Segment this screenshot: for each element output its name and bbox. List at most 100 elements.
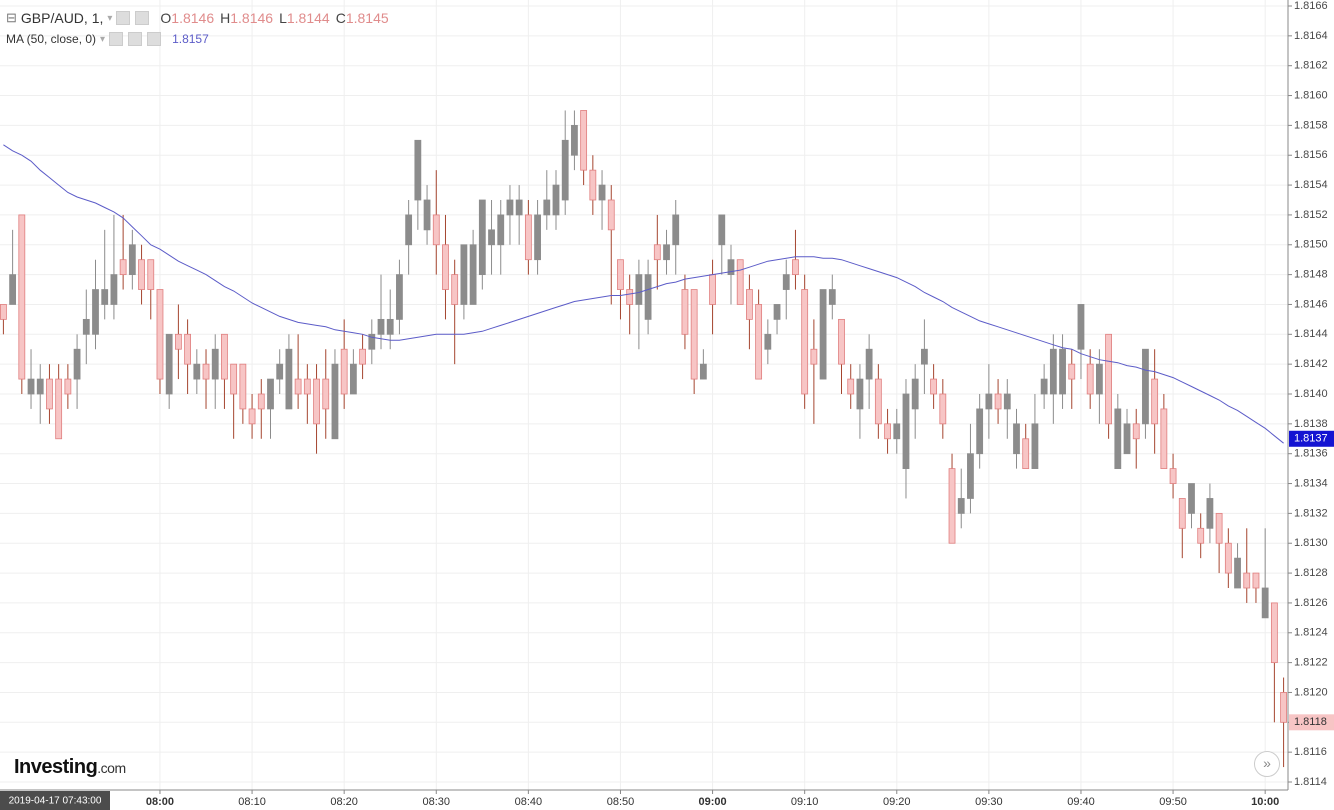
- candle-body: [921, 348, 928, 365]
- y-tick-label: 1.8122: [1294, 657, 1328, 669]
- candle-body: [1224, 542, 1232, 574]
- candle-body: [948, 468, 956, 544]
- candle-body: [1095, 363, 1103, 395]
- candle-body: [782, 274, 790, 290]
- dropdown[interactable]: ▾: [107, 12, 113, 24]
- eye-icon[interactable]: [116, 11, 131, 25]
- crosshair-time: 2019-04-17 07:43:00: [9, 796, 102, 807]
- candle-body: [939, 393, 947, 425]
- candle-body: [184, 333, 192, 365]
- candle-body: [174, 333, 182, 350]
- candle-body: [469, 244, 477, 305]
- ohlc-key: L: [279, 10, 287, 26]
- candle-body: [653, 244, 661, 261]
- candle-body: [580, 110, 588, 171]
- ohlc-key: O: [160, 10, 172, 26]
- settings-icon[interactable]: [128, 32, 143, 46]
- candle-body: [248, 408, 256, 425]
- moving-average: [3, 144, 1284, 444]
- candle-body: [773, 304, 781, 320]
- y-tick-label: 1.8160: [1294, 89, 1328, 101]
- candle-body: [377, 318, 385, 335]
- collapse-icon[interactable]: ⊟: [6, 10, 17, 25]
- ohlc-key: H: [220, 10, 231, 26]
- x-tick-label: 08:20: [330, 796, 358, 808]
- candle-body: [1123, 423, 1131, 455]
- y-tick-label: 1.8162: [1294, 60, 1328, 72]
- candle-body: [211, 348, 219, 380]
- candle-body: [571, 124, 578, 156]
- candle-body: [635, 274, 643, 305]
- candle-body: [1234, 557, 1241, 589]
- candle-body: [1077, 304, 1085, 350]
- x-tick-label: 09:20: [883, 796, 911, 808]
- candle-body: [230, 363, 238, 395]
- candle-body: [1151, 378, 1159, 425]
- close-icon[interactable]: [147, 32, 162, 46]
- y-tick-label: 1.8150: [1294, 239, 1328, 251]
- candle-body: [478, 199, 486, 276]
- ohlc-value: 1.8144: [286, 10, 330, 26]
- candle-body: [1160, 408, 1168, 470]
- candle-body: [1215, 512, 1223, 544]
- candle-body: [534, 214, 541, 261]
- candle-body: [718, 214, 726, 246]
- price-marker: [1289, 714, 1334, 731]
- x-tick-label: 09:00: [698, 796, 726, 808]
- y-tick-label: 1.8144: [1294, 328, 1328, 340]
- candle-body: [294, 378, 302, 395]
- symbol: GBP/AUD, 1,: [20, 10, 104, 26]
- candle-body: [810, 348, 818, 365]
- dropdown[interactable]: ▾: [100, 33, 106, 45]
- candle-body: [340, 348, 348, 395]
- candle-body: [55, 378, 63, 440]
- y-tick-label: 1.8114: [1294, 776, 1327, 788]
- x-tick-label: 08:40: [515, 796, 543, 808]
- candle-body: [626, 289, 634, 305]
- candle-body: [838, 318, 845, 365]
- candle-body: [257, 393, 265, 410]
- candle-body: [524, 214, 532, 261]
- candle-body: [617, 259, 624, 290]
- y-tick-label: 1.8146: [1294, 298, 1328, 310]
- candle-body: [709, 274, 716, 305]
- candle-body: [957, 498, 965, 514]
- x-tick-label: 08:50: [607, 796, 635, 808]
- candle-body: [856, 378, 864, 410]
- y-tick-label: 1.8158: [1294, 119, 1328, 131]
- candle-body: [1068, 363, 1076, 380]
- settings-icon[interactable]: [135, 11, 150, 25]
- candle-body: [442, 244, 449, 290]
- candle-body: [828, 289, 836, 305]
- candle-body: [82, 318, 90, 335]
- candle-body: [202, 363, 210, 380]
- x-tick-label: 09:50: [1159, 796, 1187, 808]
- candle-body: [967, 453, 974, 499]
- candle-body: [1003, 393, 1011, 410]
- y-tick-label: 1.8152: [1294, 209, 1328, 221]
- candle-body: [506, 199, 514, 216]
- logo: Investing.com: [14, 756, 126, 779]
- candle-body: [46, 378, 53, 410]
- candle-body: [156, 289, 164, 380]
- candle-body: [930, 378, 938, 395]
- candle-body: [764, 333, 772, 350]
- candle-body: [331, 363, 339, 440]
- candle-body: [423, 199, 431, 231]
- y-tick-label: 1.8116: [1294, 746, 1327, 758]
- candle-body: [414, 139, 422, 201]
- candle-body: [1049, 348, 1057, 395]
- scroll-button[interactable]: »: [1254, 751, 1280, 777]
- x-tick-label: 09:10: [791, 796, 819, 808]
- candle-body: [1059, 348, 1066, 395]
- candle-body: [1188, 483, 1195, 514]
- y-tick-label: 1.8156: [1294, 149, 1328, 161]
- candle-body: [1252, 572, 1260, 589]
- candle-body: [239, 363, 247, 410]
- candle-body: [101, 289, 109, 305]
- eye-icon[interactable]: [109, 32, 124, 46]
- candle-body: [368, 333, 376, 350]
- candle-body: [985, 393, 993, 410]
- ohlc-value: 1.8145: [345, 10, 389, 26]
